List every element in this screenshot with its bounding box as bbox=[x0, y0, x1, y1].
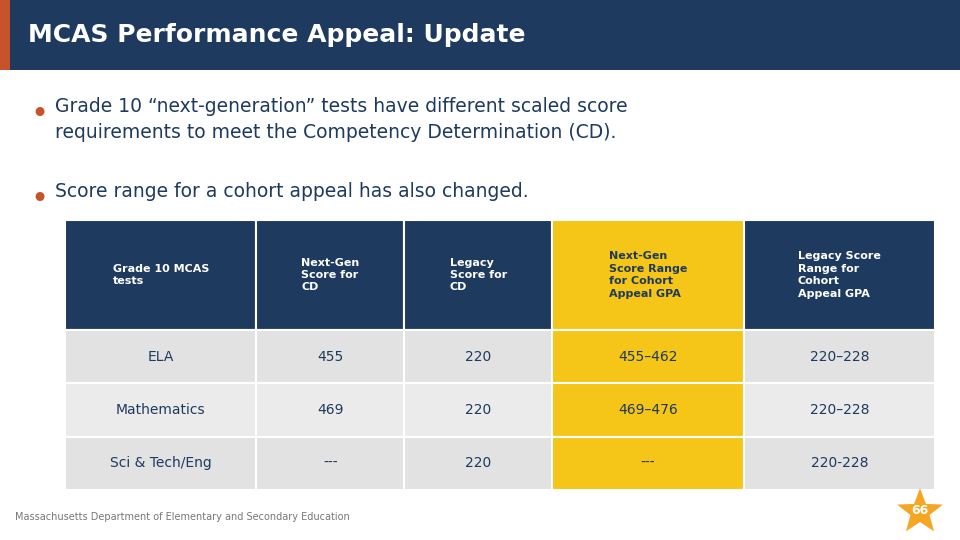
Bar bbox=[404, 437, 552, 490]
Bar bbox=[404, 330, 552, 383]
Bar bbox=[744, 383, 935, 437]
Bar bbox=[256, 383, 404, 437]
Text: 220-228: 220-228 bbox=[810, 456, 868, 470]
Text: Next-Gen
Score Range
for Cohort
Appeal GPA: Next-Gen Score Range for Cohort Appeal G… bbox=[609, 252, 687, 299]
Bar bbox=[256, 220, 404, 330]
Text: Massachusetts Department of Elementary and Secondary Education: Massachusetts Department of Elementary a… bbox=[15, 512, 349, 522]
Text: 469: 469 bbox=[317, 403, 344, 417]
Text: Grade 10 MCAS
tests: Grade 10 MCAS tests bbox=[112, 264, 209, 286]
Bar bbox=[552, 437, 744, 490]
Bar bbox=[552, 383, 744, 437]
Polygon shape bbox=[898, 488, 943, 531]
Bar bbox=[65, 383, 256, 437]
Text: 220: 220 bbox=[466, 403, 492, 417]
Text: Mathematics: Mathematics bbox=[116, 403, 205, 417]
Text: MCAS Performance Appeal: Update: MCAS Performance Appeal: Update bbox=[28, 23, 525, 47]
Bar bbox=[744, 330, 935, 383]
Text: 66: 66 bbox=[911, 504, 928, 517]
Text: 220: 220 bbox=[466, 350, 492, 363]
Text: ELA: ELA bbox=[148, 350, 174, 363]
Bar bbox=[256, 437, 404, 490]
Bar bbox=[0, 0, 10, 70]
Text: 469–476: 469–476 bbox=[618, 403, 678, 417]
Text: 455–462: 455–462 bbox=[618, 350, 678, 363]
Bar bbox=[65, 437, 256, 490]
Text: Legacy Score
Range for
Cohort
Appeal GPA: Legacy Score Range for Cohort Appeal GPA bbox=[798, 252, 880, 299]
Text: Sci & Tech/Eng: Sci & Tech/Eng bbox=[109, 456, 211, 470]
Text: 455: 455 bbox=[317, 350, 344, 363]
Bar bbox=[256, 330, 404, 383]
Text: 220: 220 bbox=[466, 456, 492, 470]
Bar bbox=[744, 437, 935, 490]
Text: Score range for a cohort appeal has also changed.: Score range for a cohort appeal has also… bbox=[55, 182, 529, 201]
Bar bbox=[65, 220, 256, 330]
Text: Next-Gen
Score for
CD: Next-Gen Score for CD bbox=[301, 258, 359, 292]
Text: Grade 10 “next-generation” tests have different scaled score
requirements to mee: Grade 10 “next-generation” tests have di… bbox=[55, 97, 628, 141]
Text: •: • bbox=[30, 185, 48, 214]
Text: ---: --- bbox=[323, 456, 338, 470]
Text: ---: --- bbox=[640, 456, 656, 470]
Bar bbox=[0, 0, 960, 70]
Text: •: • bbox=[30, 100, 48, 129]
Bar bbox=[404, 220, 552, 330]
Bar bbox=[404, 383, 552, 437]
Text: 220–228: 220–228 bbox=[809, 350, 869, 363]
Text: Legacy
Score for
CD: Legacy Score for CD bbox=[449, 258, 507, 292]
Text: 220–228: 220–228 bbox=[809, 403, 869, 417]
Bar bbox=[552, 220, 744, 330]
Bar bbox=[744, 220, 935, 330]
Bar bbox=[552, 330, 744, 383]
Bar bbox=[65, 330, 256, 383]
